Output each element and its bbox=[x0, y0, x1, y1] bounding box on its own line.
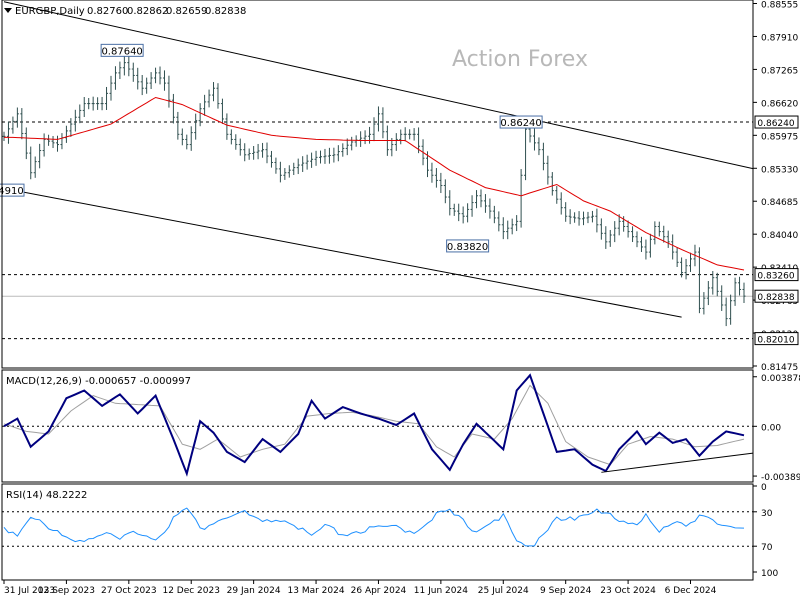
x-tick-label: 29 Jan 2024 bbox=[227, 586, 281, 596]
price-annotation-label: 0.86240 bbox=[500, 118, 541, 129]
x-tick-label: 26 Apr 2024 bbox=[351, 586, 407, 596]
price-y-tick-label: 0.85975 bbox=[761, 132, 798, 142]
macd-trendline bbox=[601, 452, 754, 473]
level-label-box bbox=[754, 268, 799, 282]
level-label-box bbox=[754, 332, 799, 346]
x-tick-label: 12 Dec 2023 bbox=[162, 586, 220, 596]
price-annotation-box bbox=[446, 239, 490, 253]
rsi-line bbox=[3, 507, 745, 547]
rsi-y-tick-label: 0 bbox=[761, 483, 767, 493]
price-annotation-label: 0.83820 bbox=[447, 242, 488, 253]
price-annotation-label: 0.84910 bbox=[0, 186, 24, 197]
level-label-box bbox=[754, 289, 799, 303]
price-panel-frame bbox=[1, 0, 754, 369]
price-y-tick-label: 0.81475 bbox=[761, 363, 798, 373]
level-label: 0.82010 bbox=[757, 336, 794, 346]
channel-lower-line bbox=[12, 189, 682, 318]
x-tick-label: 27 Oct 2023 bbox=[101, 586, 157, 596]
macd-y-tick-label: 0.003878 bbox=[761, 374, 800, 384]
rsi-panel-frame bbox=[1, 483, 754, 581]
price-low: 0.82659 bbox=[166, 6, 207, 17]
rsi-y-tick-label: 30 bbox=[761, 509, 773, 519]
macd-y-tick-label: 0.00 bbox=[761, 423, 781, 433]
x-tick-label: 11 Jun 2024 bbox=[414, 586, 468, 596]
macd-header: MACD(12,26,9) -0.000657 -0.000997 bbox=[6, 376, 191, 387]
price-y-tick-label: 0.88555 bbox=[761, 1, 798, 11]
price-y-tick-label: 0.84040 bbox=[761, 231, 798, 241]
level-label-box bbox=[754, 115, 799, 129]
price-y-tick-label: 0.87265 bbox=[761, 66, 798, 76]
macd-line bbox=[3, 373, 745, 477]
x-tick-label: 23 Oct 2024 bbox=[600, 586, 656, 596]
macd-signal-line bbox=[3, 384, 745, 466]
watermark: Action Forex bbox=[452, 47, 588, 72]
x-tick-label: 13 Mar 2024 bbox=[288, 586, 345, 596]
price-y-tick-label: 0.85330 bbox=[761, 165, 798, 175]
price-y-tick-label: 0.84685 bbox=[761, 198, 798, 208]
level-label: 0.82838 bbox=[757, 293, 794, 303]
price-close: 0.82838 bbox=[205, 6, 246, 17]
macd-y-tick-label: -0.003894 bbox=[761, 473, 800, 483]
moving-average-line bbox=[4, 96, 745, 271]
channel-upper-line bbox=[3, 1, 754, 170]
price-annotation-label: 0.87640 bbox=[101, 46, 142, 57]
x-tick-label: 13 Sep 2023 bbox=[38, 586, 95, 596]
price-symbol: EURGBP,Daily bbox=[15, 6, 85, 17]
rsi-y-tick-label: 100 bbox=[761, 569, 778, 579]
price-open: 0.82760 bbox=[87, 6, 128, 17]
macd-panel-frame bbox=[1, 369, 754, 483]
level-label: 0.86240 bbox=[757, 119, 794, 129]
x-tick-label: 31 Jul 2023 bbox=[4, 586, 55, 596]
price-high: 0.82862 bbox=[127, 6, 168, 17]
level-label: 0.83260 bbox=[757, 272, 794, 282]
price-annotation-box bbox=[0, 183, 25, 197]
rsi-header: RSI(14) 48.2222 bbox=[6, 490, 87, 501]
symbol-dropdown-icon[interactable] bbox=[4, 8, 12, 13]
rsi-y-tick-label: 70 bbox=[761, 543, 773, 553]
x-tick-label: 9 Sep 2024 bbox=[540, 586, 592, 596]
price-y-tick-label: 0.87910 bbox=[761, 33, 798, 43]
price-annotation-box bbox=[499, 115, 543, 129]
price-annotation-box bbox=[100, 43, 144, 57]
x-tick-label: 25 Jul 2024 bbox=[478, 586, 529, 596]
x-tick-label: 6 Dec 2024 bbox=[665, 586, 717, 596]
price-y-tick-label: 0.86620 bbox=[761, 99, 798, 109]
